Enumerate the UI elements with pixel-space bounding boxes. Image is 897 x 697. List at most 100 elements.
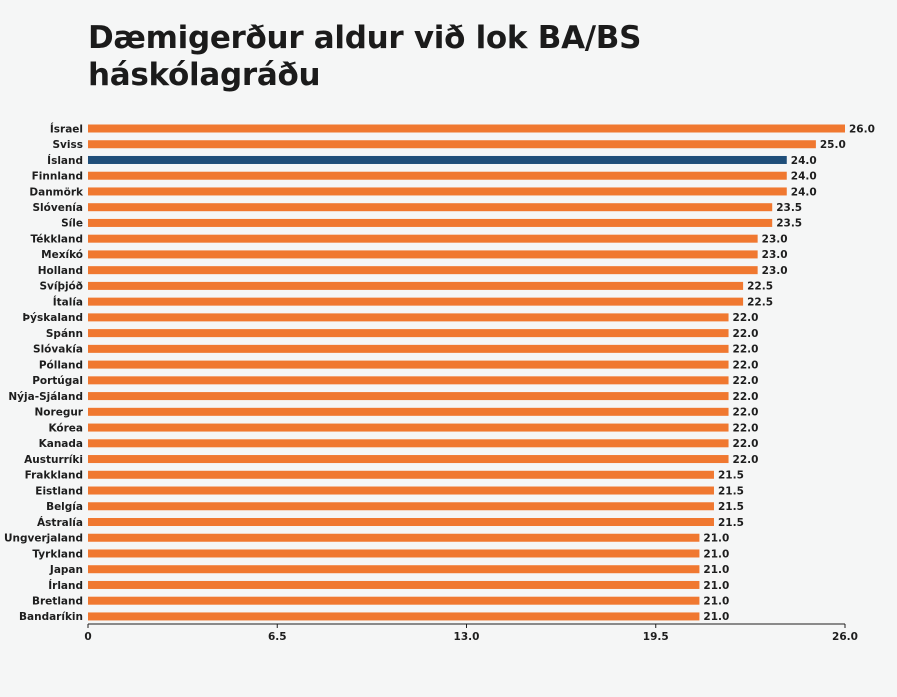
bar-31 bbox=[88, 612, 700, 621]
value-label: 23.0 bbox=[762, 249, 788, 261]
category-label: Mexíkó bbox=[41, 249, 83, 261]
category-label: Nýja-Sjáland bbox=[8, 391, 83, 403]
value-label: 22.0 bbox=[733, 344, 759, 356]
value-label: 22.0 bbox=[733, 328, 759, 340]
value-label: 21.0 bbox=[703, 564, 729, 576]
value-label: 25.0 bbox=[820, 139, 846, 151]
bar-26 bbox=[88, 533, 700, 542]
category-label: Frakkland bbox=[25, 470, 83, 482]
bar-13 bbox=[88, 329, 729, 338]
bar-28 bbox=[88, 565, 700, 574]
x-tick-label: 6.5 bbox=[268, 631, 287, 643]
category-label: Finnland bbox=[32, 171, 83, 183]
bar-24 bbox=[88, 502, 714, 511]
bar-3 bbox=[88, 171, 787, 180]
value-label: 21.0 bbox=[703, 533, 729, 545]
value-label: 22.0 bbox=[733, 312, 759, 324]
bar-15 bbox=[88, 360, 729, 369]
category-label: Þýskaland bbox=[22, 312, 83, 324]
bar-10 bbox=[88, 281, 744, 290]
value-label: 23.5 bbox=[776, 202, 802, 214]
value-label: 21.0 bbox=[703, 548, 729, 560]
value-label: 22.0 bbox=[733, 438, 759, 450]
bar-12 bbox=[88, 313, 729, 322]
category-label: Kanada bbox=[39, 438, 83, 450]
category-label: Ísland bbox=[47, 154, 83, 167]
category-label: Kórea bbox=[48, 422, 83, 434]
category-label: Slóvenía bbox=[32, 202, 83, 214]
bar-21 bbox=[88, 455, 729, 464]
bar-5 bbox=[88, 203, 773, 212]
value-label: 21.0 bbox=[703, 611, 729, 623]
bar-19 bbox=[88, 423, 729, 432]
category-labels: Ísrael Sviss Ísland Finnland Danmörk Slóvenía… bbox=[4, 122, 84, 623]
value-label: 22.0 bbox=[733, 454, 759, 466]
value-label: 22.0 bbox=[733, 407, 759, 419]
value-label: 22.0 bbox=[733, 359, 759, 371]
bar-20 bbox=[88, 439, 729, 448]
bar-25 bbox=[88, 518, 714, 526]
value-label: 23.5 bbox=[776, 218, 802, 230]
value-label: 26.0 bbox=[849, 123, 875, 135]
value-label: 22.5 bbox=[747, 296, 773, 308]
value-label: 23.0 bbox=[762, 265, 788, 277]
value-label: 21.5 bbox=[718, 517, 744, 529]
chart-title: Dæmigerður aldur við lok BA/BS háskólagr… bbox=[88, 20, 642, 93]
value-label: 22.0 bbox=[733, 391, 759, 403]
category-label: Tékkland bbox=[30, 233, 83, 245]
bar-8 bbox=[88, 250, 758, 259]
bar-9 bbox=[88, 266, 758, 275]
category-label: Austurríki bbox=[24, 454, 83, 466]
value-label: 21.0 bbox=[703, 596, 729, 608]
bars-layer bbox=[88, 124, 845, 621]
x-tick-label: 13.0 bbox=[454, 631, 480, 643]
bar-2 bbox=[88, 155, 787, 164]
value-label: 23.0 bbox=[762, 233, 788, 245]
value-label: 21.5 bbox=[718, 470, 744, 482]
category-label: Ítalía bbox=[53, 295, 83, 308]
bar-18 bbox=[88, 407, 729, 416]
bar-17 bbox=[88, 392, 729, 401]
category-label: Eistland bbox=[35, 485, 83, 497]
x-tick-label: 19.5 bbox=[643, 631, 669, 643]
category-label: Svíþjóð bbox=[39, 281, 83, 293]
category-label: Síle bbox=[61, 218, 83, 230]
bar-4 bbox=[88, 187, 787, 196]
x-tick-label: 26.0 bbox=[832, 631, 858, 643]
category-label: Noregur bbox=[35, 407, 84, 419]
bar-23 bbox=[88, 486, 714, 495]
bar-29 bbox=[88, 580, 700, 589]
value-label: 24.0 bbox=[791, 171, 817, 183]
value-label: 21.5 bbox=[718, 501, 744, 513]
category-label: Danmörk bbox=[29, 186, 84, 198]
category-label: Spánn bbox=[46, 328, 83, 340]
bar-7 bbox=[88, 234, 758, 243]
category-label: Japan bbox=[49, 564, 83, 576]
value-label: 22.5 bbox=[747, 281, 773, 293]
category-label: Bandaríkin bbox=[19, 611, 83, 623]
bar-6 bbox=[88, 218, 773, 227]
x-tick-label: 0 bbox=[84, 631, 91, 643]
category-label: Pólland bbox=[39, 359, 83, 371]
category-label: Slóvakía bbox=[33, 344, 83, 356]
value-label: 22.0 bbox=[733, 422, 759, 434]
category-label: Holland bbox=[38, 265, 83, 277]
bar-1 bbox=[88, 140, 816, 149]
bar-16 bbox=[88, 376, 729, 385]
category-label: Belgía bbox=[46, 501, 83, 513]
bar-0 bbox=[88, 124, 845, 133]
value-labels: 26.025.024.024.024.023.523.523.023.023.0… bbox=[703, 123, 875, 623]
value-label: 22.0 bbox=[733, 375, 759, 387]
category-label: Ísrael bbox=[50, 122, 83, 135]
bar-11 bbox=[88, 297, 744, 306]
category-label: Írland bbox=[48, 579, 83, 592]
bar-30 bbox=[88, 596, 700, 605]
bar-22 bbox=[88, 470, 714, 479]
category-label: Bretland bbox=[32, 596, 83, 608]
value-label: 21.5 bbox=[718, 485, 744, 497]
value-label: 24.0 bbox=[791, 186, 817, 198]
category-label: Tyrkland bbox=[32, 548, 83, 560]
category-label: Sviss bbox=[52, 139, 83, 151]
category-label: Ástralía bbox=[37, 516, 83, 529]
